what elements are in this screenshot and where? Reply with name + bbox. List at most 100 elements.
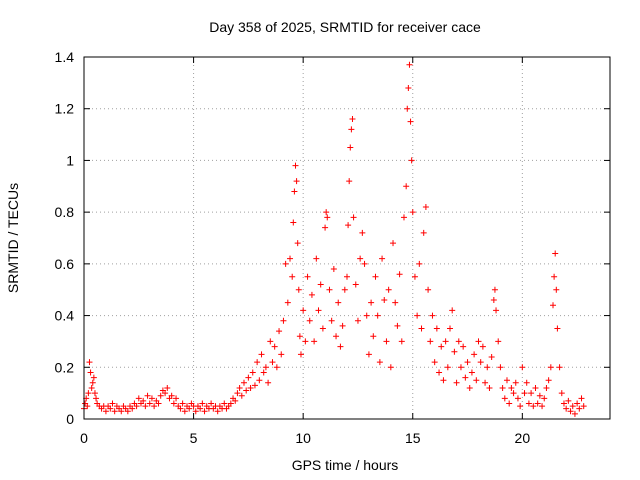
data-point	[289, 273, 296, 280]
data-point	[408, 157, 415, 164]
data-point	[578, 395, 585, 402]
data-point	[221, 400, 228, 407]
data-point	[322, 224, 329, 231]
data-point	[392, 299, 399, 306]
data-point	[403, 183, 410, 190]
data-point	[146, 400, 153, 407]
data-point	[530, 403, 537, 410]
data-point	[440, 377, 447, 384]
data-point	[304, 273, 311, 280]
data-point	[453, 379, 460, 386]
data-point	[179, 400, 186, 407]
data-point	[262, 364, 269, 371]
data-point	[488, 353, 495, 360]
data-point	[556, 364, 563, 371]
data-point	[464, 359, 471, 366]
data-point	[569, 403, 576, 410]
data-point	[547, 364, 554, 371]
data-point	[265, 379, 272, 386]
data-point	[554, 325, 561, 332]
data-point	[271, 343, 278, 350]
data-point	[291, 188, 298, 195]
data-point	[414, 312, 421, 319]
data-point	[501, 395, 508, 402]
data-point	[431, 359, 438, 366]
data-point	[148, 395, 155, 402]
y-tick-label: 1.2	[55, 101, 75, 117]
data-point	[528, 390, 535, 397]
data-point	[294, 240, 301, 247]
data-point	[508, 384, 515, 391]
data-point	[460, 343, 467, 350]
x-tick-label: 15	[405, 430, 421, 446]
data-point	[455, 338, 462, 345]
data-point	[567, 408, 574, 415]
data-point	[354, 317, 361, 324]
data-point	[433, 325, 440, 332]
data-point	[486, 384, 493, 391]
data-point	[418, 325, 425, 332]
data-point	[240, 379, 247, 386]
data-point	[186, 405, 193, 412]
data-point	[232, 397, 239, 404]
data-point	[503, 377, 510, 384]
data-point	[254, 359, 261, 366]
data-point	[124, 408, 131, 415]
data-point	[170, 400, 177, 407]
grid-lines	[84, 57, 610, 419]
data-point	[269, 359, 276, 366]
data-point	[444, 364, 451, 371]
data-point	[256, 377, 263, 384]
data-point	[311, 338, 318, 345]
data-point	[140, 397, 147, 404]
data-point	[359, 229, 366, 236]
data-point	[133, 403, 140, 410]
data-point	[447, 325, 454, 332]
data-point	[243, 387, 250, 394]
data-point	[144, 392, 151, 399]
data-point	[490, 297, 497, 304]
data-point	[267, 338, 274, 345]
data-point	[234, 390, 241, 397]
data-point	[151, 403, 158, 410]
plot-frame	[83, 56, 611, 420]
x-tick-label: 20	[515, 430, 531, 446]
data-point	[479, 343, 486, 350]
data-point	[348, 126, 355, 133]
data-point	[350, 214, 357, 221]
data-point	[545, 377, 552, 384]
data-point	[407, 118, 414, 125]
y-tick-label: 1.4	[55, 49, 75, 65]
data-point	[390, 240, 397, 247]
data-point	[558, 390, 565, 397]
data-point	[273, 364, 280, 371]
data-point	[449, 307, 456, 314]
data-point	[495, 338, 502, 345]
data-point	[197, 405, 204, 412]
data-point	[260, 369, 267, 376]
data-point	[201, 408, 208, 415]
data-point	[251, 382, 258, 389]
data-point	[376, 359, 383, 366]
data-point	[333, 333, 340, 340]
data-point	[214, 408, 221, 415]
data-point	[89, 379, 96, 386]
data-point	[574, 400, 581, 407]
axis-ticks: 0 0.2 0.4 0.6 0.8 1 1.2 1.4 0 5 10 15 20	[55, 49, 610, 446]
data-point	[497, 364, 504, 371]
data-point	[534, 400, 541, 407]
data-point	[411, 273, 418, 280]
data-point	[297, 351, 304, 358]
data-point	[553, 286, 560, 293]
data-point	[475, 338, 482, 345]
data-point	[284, 299, 291, 306]
data-point	[576, 405, 583, 412]
data-point	[563, 405, 570, 412]
data-point	[142, 403, 149, 410]
data-point	[84, 403, 91, 410]
data-point	[394, 322, 401, 329]
data-point	[484, 364, 491, 371]
data-point	[326, 286, 333, 293]
data-point	[280, 317, 287, 324]
